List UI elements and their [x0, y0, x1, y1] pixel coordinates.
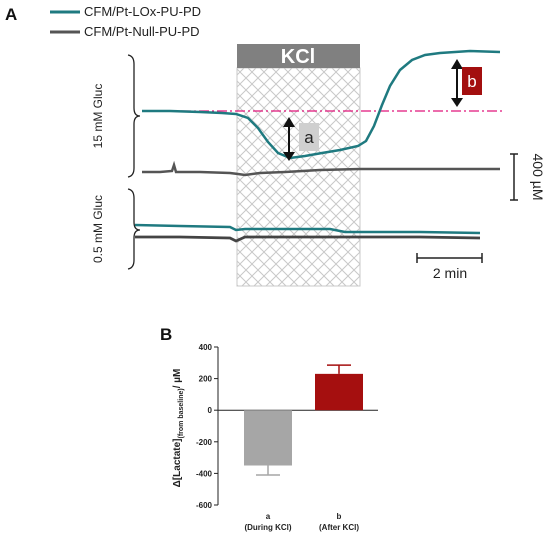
category-sublabel-b: (After KCl)	[319, 523, 359, 532]
category-label-a: a	[266, 512, 271, 521]
kcl-label: KCl	[281, 46, 315, 68]
y-axis-label-main: Δ[Lactate]	[172, 438, 183, 487]
trace-null-15mm	[142, 160, 500, 177]
y-tick-label: 200	[199, 375, 213, 384]
y-tick-label: -200	[196, 438, 213, 447]
y-tick-label: 400	[199, 343, 213, 352]
annotation-a-box	[299, 123, 319, 151]
annotation-a: a	[283, 117, 319, 161]
y-tick-label: -600	[196, 501, 213, 510]
annotation-b-arrowhead-up	[451, 59, 463, 69]
bar-b	[315, 373, 363, 411]
group-brace-15mm	[127, 54, 141, 178]
legend: CFM/Pt-LOx-PU-PD CFM/Pt-Null-PU-PD	[50, 4, 201, 39]
y-axis-label-sub: (from baseline)	[178, 388, 185, 438]
panel-a-letter: A	[5, 5, 17, 24]
group-label-05mm: 0.5 mM Gluc	[91, 195, 105, 263]
annotation-b-box	[462, 67, 482, 95]
annotation-b-arrowhead-down	[451, 98, 463, 107]
annotation-b-label: b	[467, 72, 476, 91]
trace-lox-15mm	[142, 49, 501, 160]
bar-chart: Δ[Lactate](from baseline)/ µM 400 200 0 -20…	[172, 343, 378, 532]
scale-bar-horizontal-label: 2 min	[433, 265, 467, 281]
kcl-header	[237, 44, 360, 68]
category-sublabel-a: (During KCl)	[244, 523, 291, 532]
group-brace-05mm	[127, 188, 141, 270]
annotation-a-label: a	[304, 128, 314, 147]
trace-null-05mm	[135, 235, 481, 243]
y-tick-label: 0	[208, 406, 213, 415]
group-label-15mm: 15 mM Gluc	[91, 84, 105, 149]
scale-bar-vertical-label: 400 µM	[530, 154, 546, 201]
scale-bar-horizontal: 2 min	[416, 253, 483, 281]
category-label-b: b	[337, 512, 342, 521]
kcl-stimulus-region	[236, 67, 361, 287]
scale-bar-vertical: 400 µM	[510, 153, 546, 201]
legend-label-lox: CFM/Pt-LOx-PU-PD	[84, 4, 201, 19]
legend-label-null: CFM/Pt-Null-PU-PD	[84, 24, 200, 39]
annotation-b: b	[451, 59, 482, 107]
annotation-a-arrowhead-down	[283, 152, 295, 161]
annotation-a-arrowhead-up	[283, 117, 295, 127]
y-axis-label: Δ[Lactate](from baseline)/ µM	[172, 369, 185, 488]
bar-a	[244, 410, 292, 466]
y-tick-label: -400	[196, 469, 213, 478]
y-axis-label-unit: / µM	[172, 369, 183, 389]
panel-b-letter: B	[160, 325, 172, 344]
trace-lox-05mm	[134, 223, 481, 235]
